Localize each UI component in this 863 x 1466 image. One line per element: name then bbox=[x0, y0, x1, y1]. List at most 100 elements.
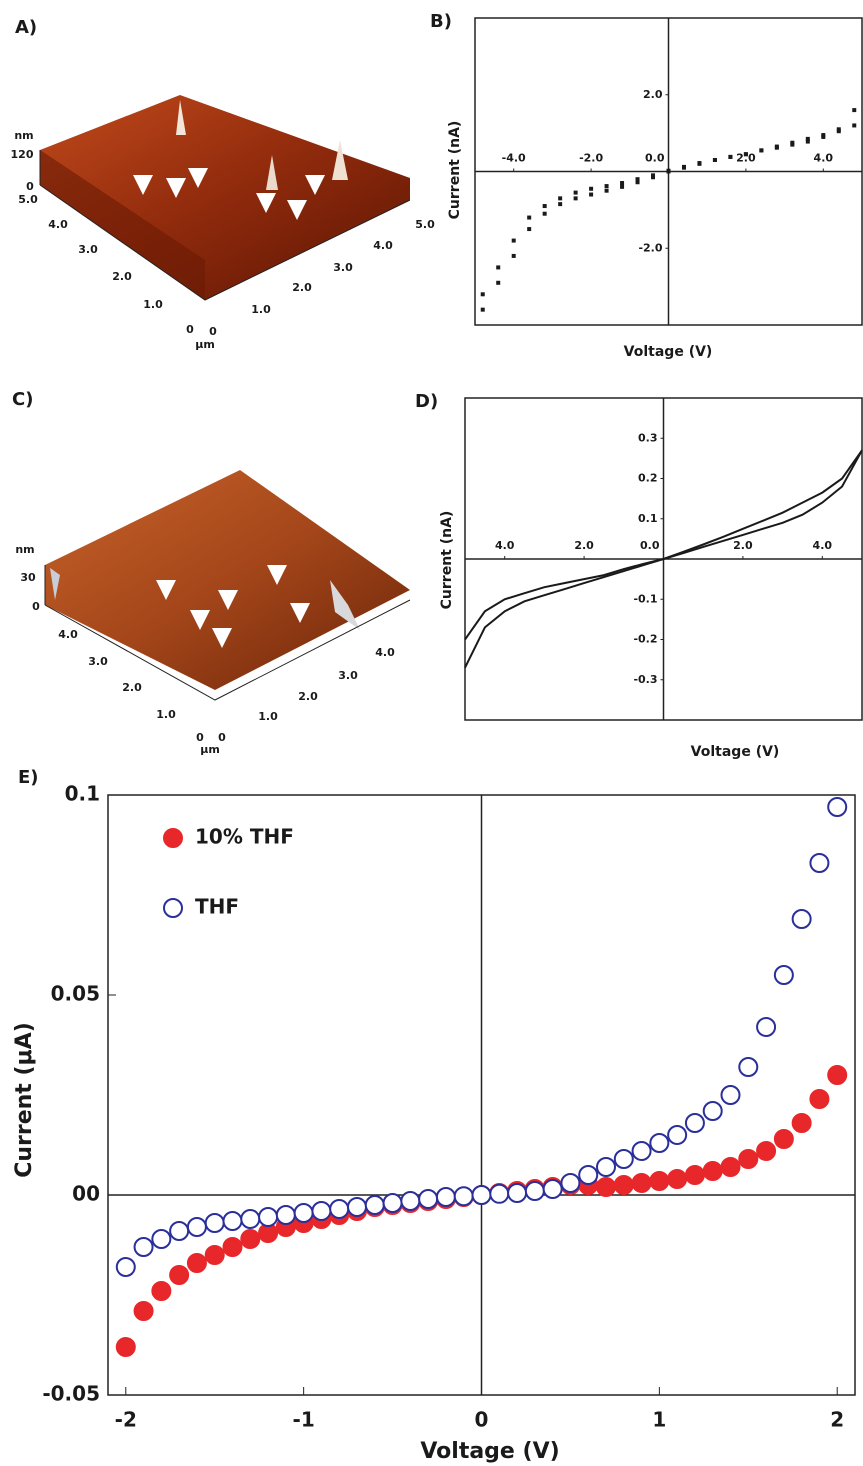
z-tick-label: 0 bbox=[32, 600, 40, 613]
y-tick-label: 0.05 bbox=[51, 982, 100, 1006]
z-tick-label: 0 bbox=[26, 180, 34, 193]
point bbox=[613, 1175, 634, 1195]
x-tick-label: 4.0 bbox=[813, 539, 833, 552]
legend-marker bbox=[163, 828, 183, 848]
point bbox=[293, 1203, 314, 1223]
x-tick-label: 2 bbox=[830, 1408, 844, 1432]
point bbox=[649, 1171, 670, 1191]
point bbox=[496, 265, 501, 270]
point bbox=[791, 1113, 812, 1133]
lateral-tick-label: 1.0 bbox=[156, 708, 176, 721]
legend-marker bbox=[163, 898, 183, 918]
x-tick-label: 0.0 bbox=[640, 539, 660, 552]
point bbox=[773, 1129, 794, 1149]
point bbox=[773, 965, 794, 985]
point bbox=[827, 797, 848, 817]
point bbox=[527, 215, 532, 220]
point bbox=[613, 1149, 634, 1169]
arrow bbox=[156, 580, 176, 600]
point bbox=[511, 253, 516, 258]
point bbox=[743, 152, 748, 157]
lateral-tick-label: 0 bbox=[186, 323, 194, 336]
afm-image-a bbox=[39, 95, 411, 301]
point bbox=[240, 1209, 261, 1229]
point bbox=[774, 145, 779, 150]
point bbox=[604, 188, 609, 193]
point bbox=[133, 1301, 154, 1321]
point bbox=[620, 184, 625, 189]
y-tick-label: -0.05 bbox=[42, 1382, 100, 1406]
panel-label: E) bbox=[18, 767, 39, 788]
point bbox=[720, 1085, 741, 1105]
point bbox=[702, 1101, 723, 1121]
arrow bbox=[133, 175, 153, 195]
lateral-tick-label: 2.0 bbox=[122, 681, 142, 694]
arrow bbox=[218, 590, 238, 610]
y-axis-title: Current (μA) bbox=[12, 1022, 37, 1178]
panel-label: D) bbox=[415, 391, 438, 412]
lateral-tick-label: 2.0 bbox=[112, 270, 132, 283]
x-tick-label: -4.0 bbox=[502, 152, 526, 165]
point bbox=[186, 1253, 207, 1273]
z-tick-label: 30 bbox=[20, 571, 36, 584]
arrow bbox=[290, 603, 310, 623]
arrow bbox=[267, 565, 287, 585]
point bbox=[596, 1157, 616, 1177]
lateral-tick-label: 0 bbox=[218, 731, 226, 744]
lateral-tick-label: 3.0 bbox=[338, 669, 358, 682]
point bbox=[712, 157, 717, 162]
point bbox=[756, 1017, 777, 1037]
y-tick-label: 2.0 bbox=[643, 88, 663, 101]
point bbox=[542, 204, 547, 209]
point bbox=[364, 1195, 385, 1215]
arrow bbox=[287, 200, 307, 220]
panel-label: B) bbox=[430, 11, 452, 32]
point bbox=[589, 192, 594, 197]
point bbox=[635, 180, 640, 185]
point bbox=[791, 909, 812, 929]
arrow bbox=[256, 193, 276, 213]
point bbox=[418, 1189, 439, 1209]
y-tick-label: -0.1 bbox=[633, 592, 657, 605]
point bbox=[809, 853, 830, 873]
point bbox=[631, 1141, 652, 1161]
point bbox=[471, 1185, 492, 1205]
y-tick-label: 0.3 bbox=[638, 431, 658, 444]
lateral-tick-label: 5.0 bbox=[18, 193, 38, 206]
point bbox=[720, 1157, 741, 1177]
x-tick-label: 2.0 bbox=[574, 539, 594, 552]
afm-peak bbox=[50, 568, 60, 600]
point bbox=[631, 1173, 652, 1193]
point bbox=[697, 161, 702, 166]
point bbox=[684, 1113, 705, 1133]
arrow bbox=[212, 628, 232, 648]
point bbox=[573, 190, 578, 195]
point bbox=[186, 1217, 207, 1237]
legend-label: 10% THF bbox=[195, 825, 294, 849]
point bbox=[151, 1229, 172, 1249]
point bbox=[667, 1169, 688, 1189]
point bbox=[666, 168, 671, 173]
point bbox=[480, 292, 485, 297]
point bbox=[222, 1237, 243, 1257]
point bbox=[852, 108, 857, 113]
point bbox=[169, 1265, 190, 1285]
point bbox=[578, 1165, 599, 1185]
x-tick-label: 1 bbox=[652, 1408, 666, 1432]
point bbox=[589, 186, 594, 191]
point bbox=[756, 1141, 777, 1161]
point bbox=[728, 154, 733, 159]
point bbox=[809, 1089, 830, 1109]
point bbox=[836, 127, 841, 132]
y-tick-label: 0.2 bbox=[638, 472, 658, 485]
afm-axes bbox=[39, 150, 411, 301]
x-axis-title: Voltage (V) bbox=[691, 744, 780, 760]
point bbox=[681, 164, 686, 169]
x-tick-label: 2.0 bbox=[733, 539, 753, 552]
lateral-tick-label: 3.0 bbox=[333, 261, 353, 274]
afm-surface bbox=[45, 470, 410, 690]
panel-label: C) bbox=[12, 389, 33, 410]
point bbox=[667, 1125, 688, 1145]
